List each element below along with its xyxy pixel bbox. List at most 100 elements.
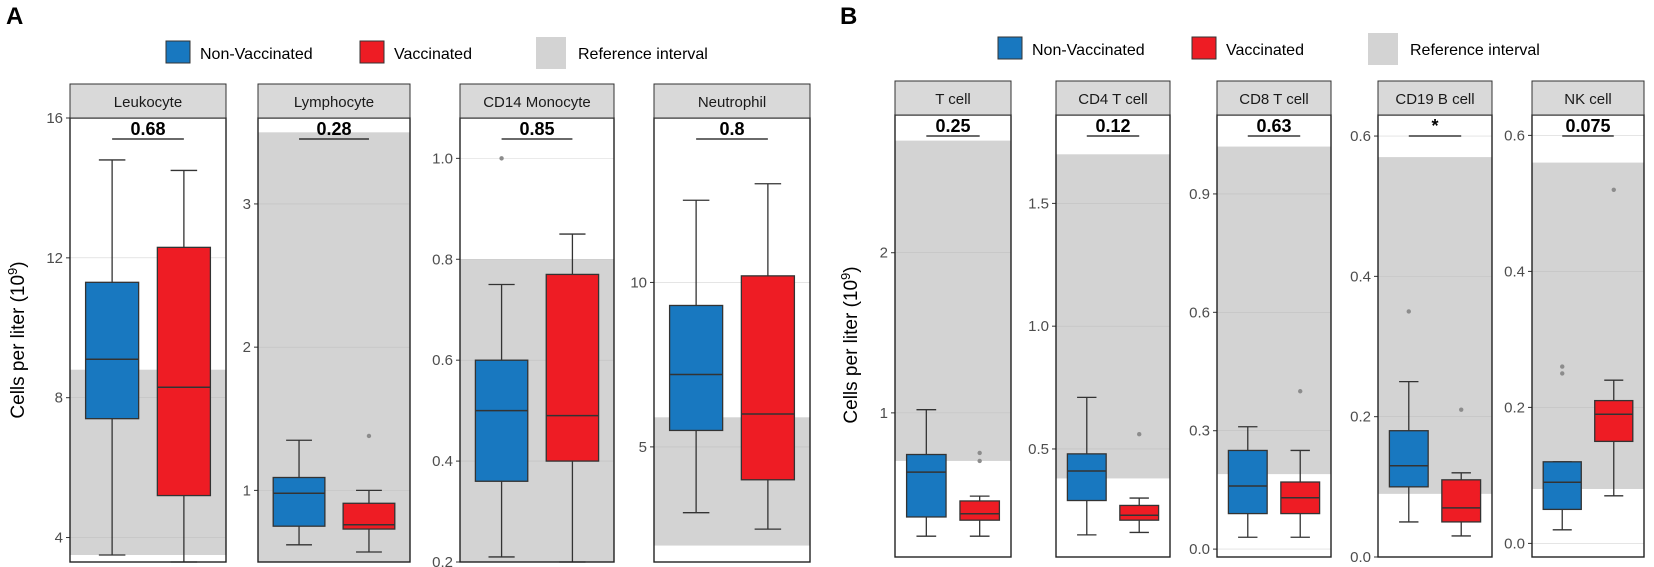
- outlier-point-vaccinated: [1459, 407, 1464, 412]
- box-vaccinated: [740, 275, 796, 481]
- p-value-label: 0.8: [719, 119, 744, 139]
- box-vaccinated: [1441, 479, 1482, 523]
- legend-label-non-vaccinated: Non-Vaccinated: [200, 46, 313, 63]
- y-tick-label: 2: [243, 339, 251, 356]
- y-tick-label: 0.3: [1189, 423, 1210, 440]
- legend-swatch-non-vaccinated: [997, 36, 1023, 60]
- legend-swatch-vaccinated: [359, 40, 385, 64]
- facet-strip: [1377, 80, 1493, 116]
- box-non-vaccinated: [474, 359, 529, 482]
- y-tick-label: 0.9: [1189, 186, 1210, 203]
- facet-title: NK cell: [1564, 91, 1612, 108]
- box-non-vaccinated: [1388, 430, 1429, 488]
- box-vaccinated: [959, 500, 1001, 521]
- y-tick-label: 0.6: [1189, 304, 1210, 321]
- box-non-vaccinated: [1542, 461, 1582, 511]
- panel-b-label: B: [840, 3, 857, 30]
- outlier-point-vaccinated: [366, 433, 372, 439]
- p-value-label: 0.68: [130, 119, 165, 139]
- facet-title: T cell: [935, 91, 971, 108]
- facet-title: Lymphocyte: [294, 94, 374, 111]
- reference-interval-band: [1056, 154, 1170, 479]
- legend-panel-b: Non-Vaccinated Vaccinated Reference inte…: [997, 33, 1540, 65]
- y-tick-label: 12: [46, 250, 63, 267]
- panel-a-label: A: [6, 3, 23, 30]
- legend-swatch-non-vaccinated: [165, 40, 191, 64]
- y-tick-label: 1.5: [1028, 195, 1049, 212]
- facet-title: Neutrophil: [698, 94, 766, 111]
- facet-t-cell: 1 2 0.25 T cell: [880, 80, 1012, 558]
- facet-strip: [257, 83, 411, 119]
- reference-interval-band: [1217, 146, 1331, 475]
- facet-leukocyte: 4 8 12 16 0.68 Leukocyte: [46, 83, 227, 563]
- facet-strip: [894, 80, 1012, 116]
- p-value-label: 0.28: [316, 119, 351, 139]
- y-tick-label: 0.6: [1350, 128, 1371, 145]
- box-vaccinated: [545, 273, 600, 462]
- p-value-label: 0.63: [1256, 116, 1291, 136]
- panel-b-ylabel: Cells per liter (109): [838, 266, 862, 423]
- outlier-point-non-vaccinated: [1560, 364, 1565, 369]
- outlier-point-vaccinated: [1137, 432, 1142, 437]
- legend-swatch-vaccinated: [1191, 36, 1217, 60]
- facet-neutrophil: 5 10 0.8 Neutrophil: [630, 83, 811, 563]
- box-vaccinated: [1594, 399, 1634, 443]
- outlier-point-vaccinated: [977, 458, 982, 464]
- legend-label-vaccinated: Vaccinated: [1226, 42, 1304, 59]
- facet-title: CD14 Monocyte: [483, 94, 591, 111]
- y-tick-label: 1.0: [1028, 318, 1049, 335]
- box-non-vaccinated: [272, 476, 326, 527]
- y-tick-label: 3: [243, 196, 251, 213]
- p-value-label: 0.075: [1565, 116, 1610, 136]
- p-value-label: 0.85: [519, 119, 554, 139]
- p-value-label: 0.25: [935, 116, 970, 136]
- facet-nk-cell: 0.0 0.2 0.4 0.6 0.075 NK cell: [1504, 80, 1645, 558]
- y-tick-label: 0.0: [1350, 549, 1371, 566]
- facet-strip: [1531, 80, 1645, 116]
- facet-title: CD8 T cell: [1239, 91, 1308, 108]
- y-tick-label: 0.2: [1504, 399, 1525, 416]
- outlier-point-non-vaccinated: [1560, 371, 1565, 376]
- legend-label-vaccinated: Vaccinated: [394, 46, 472, 63]
- panel-a-ylabel: Cells per liter (109): [5, 261, 29, 418]
- legend-label-reference: Reference interval: [578, 46, 708, 63]
- legend-label-reference: Reference interval: [1410, 42, 1540, 59]
- box-vaccinated: [156, 246, 212, 497]
- facet-title: CD19 B cell: [1395, 91, 1474, 108]
- box-non-vaccinated: [1227, 449, 1268, 515]
- facet-strip: [653, 83, 811, 119]
- y-tick-label: 8: [55, 390, 63, 407]
- box-vaccinated: [1119, 504, 1160, 521]
- facet-cd4-t-cell: 0.5 1.0 1.5 0.12 CD4 T cell: [1028, 80, 1171, 558]
- legend-swatch-reference: [536, 37, 566, 69]
- y-tick-label: 10: [630, 274, 647, 291]
- y-tick-label: 0.8: [432, 251, 453, 268]
- y-tick-label: 0.4: [1350, 268, 1371, 285]
- box-non-vaccinated: [1066, 453, 1107, 502]
- y-tick-label: 0.6: [1504, 127, 1525, 144]
- outlier-point-non-vaccinated: [499, 156, 504, 161]
- facet-plots: 4812160.68Leukocyte1230.28Lymphocyte0.20…: [46, 80, 1645, 567]
- reference-interval-band: [895, 140, 1011, 461]
- y-tick-label: 4: [55, 530, 63, 547]
- outlier-point-vaccinated: [1298, 389, 1303, 394]
- y-tick-label: 0.0: [1504, 535, 1525, 552]
- p-value-label: *: [1431, 116, 1438, 136]
- facet-cd8-t-cell: 0.0 0.3 0.6 0.9 0.63 CD8 T cell: [1189, 80, 1332, 558]
- facet-strip: [1216, 80, 1332, 116]
- y-tick-label: 0.6: [432, 352, 453, 369]
- outlier-point-vaccinated: [977, 450, 982, 456]
- y-tick-label: 1: [243, 482, 251, 499]
- facet-strip: [1055, 80, 1171, 116]
- facet-title: Leukocyte: [114, 94, 182, 111]
- y-tick-label: 2: [880, 245, 888, 262]
- y-tick-label: 16: [46, 110, 63, 127]
- y-tick-label: 5: [639, 439, 647, 456]
- y-tick-label: 1: [880, 405, 888, 422]
- facet-cd19-b-cell: 0.0 0.2 0.4 0.6 * CD19 B cell: [1350, 80, 1493, 566]
- y-tick-label: 0.5: [1028, 441, 1049, 458]
- legend-swatch-reference: [1368, 33, 1398, 65]
- box-non-vaccinated: [668, 304, 724, 432]
- legend-label-non-vaccinated: Non-Vaccinated: [1032, 42, 1145, 59]
- legend-panel-a: Non-Vaccinated Vaccinated Reference inte…: [165, 37, 708, 69]
